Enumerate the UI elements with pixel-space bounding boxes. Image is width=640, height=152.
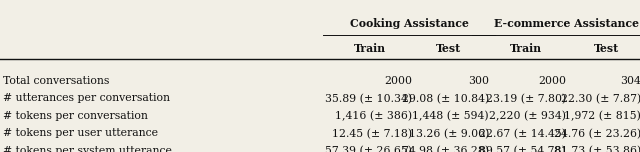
Text: 2000: 2000: [384, 76, 412, 86]
Text: Cooking Assistance: Cooking Assistance: [349, 18, 468, 29]
Text: 300: 300: [468, 76, 489, 86]
Text: 57.39 (± 26.65): 57.39 (± 26.65): [325, 146, 412, 152]
Text: 22.30 (± 7.87): 22.30 (± 7.87): [561, 93, 640, 104]
Text: 89.57 (± 54.78): 89.57 (± 54.78): [479, 146, 566, 152]
Text: 1,448 (± 594): 1,448 (± 594): [412, 111, 489, 121]
Text: 74.98 (± 36.28): 74.98 (± 36.28): [402, 146, 489, 152]
Text: 24.76 (± 23.26): 24.76 (± 23.26): [554, 128, 640, 139]
Text: Total conversations: Total conversations: [3, 76, 109, 86]
Text: 1,972 (± 815): 1,972 (± 815): [564, 111, 640, 121]
Text: 29.08 (± 10.84): 29.08 (± 10.84): [402, 93, 489, 104]
Text: 81.73 (± 53.86): 81.73 (± 53.86): [554, 146, 640, 152]
Text: 1,416 (± 386): 1,416 (± 386): [335, 111, 412, 121]
Text: 35.89 (± 10.34): 35.89 (± 10.34): [325, 93, 412, 104]
Text: 2000: 2000: [538, 76, 566, 86]
Text: # tokens per conversation: # tokens per conversation: [3, 111, 148, 121]
Text: 12.45 (± 7.18): 12.45 (± 7.18): [332, 128, 412, 139]
Text: Test: Test: [594, 43, 620, 54]
Text: # utterances per conversation: # utterances per conversation: [3, 93, 170, 104]
Text: 304: 304: [620, 76, 640, 86]
Text: # tokens per system utterance: # tokens per system utterance: [3, 146, 172, 152]
Text: 23.19 (± 7.80): 23.19 (± 7.80): [486, 93, 566, 104]
Text: # tokens per user utterance: # tokens per user utterance: [3, 128, 158, 138]
Text: Train: Train: [510, 43, 542, 54]
Text: E-commerce Assistance: E-commerce Assistance: [494, 18, 639, 29]
Text: 13.26 (± 9.06): 13.26 (± 9.06): [408, 128, 489, 139]
Text: Train: Train: [354, 43, 386, 54]
Text: Test: Test: [435, 43, 461, 54]
Text: 22.67 (± 14.45): 22.67 (± 14.45): [479, 128, 566, 139]
Text: 2,220 (± 934): 2,220 (± 934): [489, 111, 566, 121]
